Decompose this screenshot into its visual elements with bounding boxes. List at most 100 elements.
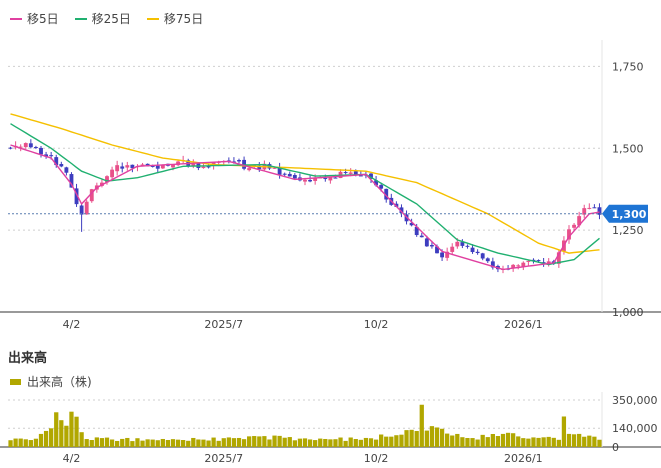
current-price-badge <box>602 204 648 223</box>
candle-body <box>18 146 23 148</box>
candle-body <box>450 246 455 252</box>
volume-bar <box>257 436 262 447</box>
volume-bar <box>23 439 28 447</box>
candle-body <box>490 261 495 268</box>
candle-body <box>343 172 348 174</box>
candle-body <box>237 160 241 162</box>
volume-bar <box>475 439 480 447</box>
candle-body <box>130 164 135 169</box>
candle-body <box>59 164 64 167</box>
volume-bar <box>373 439 379 447</box>
volume-bar <box>404 430 409 447</box>
legend-ma75-label: 移75日 <box>163 12 204 26</box>
volume-bar <box>445 433 450 447</box>
volume-tick-label: 140,000 <box>612 422 658 435</box>
volume-bar <box>566 433 572 447</box>
volume-bar <box>348 437 353 447</box>
volume-bar <box>38 433 44 447</box>
candle-body <box>64 167 69 173</box>
candle-body <box>287 173 292 177</box>
volume-bar <box>115 440 120 447</box>
candle-body <box>409 222 414 226</box>
candle-body <box>49 155 54 157</box>
candle-body <box>115 165 120 172</box>
volume-legend-label: 出来高（株) <box>27 375 92 389</box>
volume-bar <box>546 436 551 447</box>
ma25-line <box>10 123 600 266</box>
volume-bar <box>186 440 191 447</box>
volume-bar <box>358 439 363 447</box>
volume-bar <box>216 440 221 447</box>
volume-bar <box>201 439 206 447</box>
volume-bar <box>556 439 561 447</box>
volume-bar <box>338 437 343 447</box>
volume-bar <box>236 437 242 447</box>
candle-body <box>485 258 490 262</box>
volume-bar <box>165 439 171 447</box>
candle-body <box>125 165 130 168</box>
volume-bar <box>455 433 460 447</box>
volume-x-tick-label: 4/2 <box>63 452 81 465</box>
candle-body <box>424 238 429 247</box>
legend-ma25[interactable]: 移25日 <box>74 10 131 27</box>
volume-bar <box>511 433 516 447</box>
candle-body <box>480 253 485 259</box>
candle-body <box>419 235 424 238</box>
candle-body <box>74 188 79 205</box>
price-tick-label: 1,750 <box>612 60 644 73</box>
candle-body <box>460 242 465 246</box>
volume-bar <box>33 438 39 447</box>
volume-bar <box>181 440 186 447</box>
volume-bar <box>221 438 226 447</box>
candle-body <box>211 162 216 166</box>
candle-body <box>414 226 419 236</box>
volume-bar <box>196 439 201 447</box>
volume-bar <box>54 412 59 447</box>
candle-body <box>89 189 94 202</box>
volume-bar <box>99 438 105 447</box>
candle-body <box>105 176 109 183</box>
candle-body <box>526 260 531 262</box>
volume-bar <box>551 437 556 447</box>
volume-bar <box>69 411 74 447</box>
volume-bar <box>495 436 501 447</box>
volume-legend[interactable]: 出来高（株) <box>10 373 92 390</box>
candle-body <box>597 207 602 215</box>
volume-bar <box>226 437 231 447</box>
volume-bar <box>592 436 597 447</box>
candle-body <box>69 174 74 188</box>
volume-bar <box>160 438 165 447</box>
volume-title: 出来高 <box>8 351 48 366</box>
volume-bar <box>597 439 602 447</box>
volume-bar <box>490 433 495 447</box>
volume-bar <box>353 439 358 447</box>
candle-body <box>79 205 84 215</box>
volume-bar <box>170 439 176 447</box>
legend-ma75[interactable]: 移75日 <box>146 10 204 27</box>
candle-body <box>470 247 475 253</box>
candle-body <box>353 171 358 176</box>
candle-body <box>171 164 175 168</box>
volume-x-tick-label: 2025/7 <box>204 452 243 465</box>
legend-ma5[interactable]: 移5日 <box>10 10 59 27</box>
volume-bar <box>434 427 440 447</box>
volume-bar <box>582 436 587 447</box>
volume-bar <box>104 437 110 447</box>
volume-bar <box>328 439 333 447</box>
volume-bar <box>84 439 89 447</box>
volume-bar <box>389 436 394 447</box>
volume-bar <box>536 437 541 447</box>
volume-bar <box>313 440 318 447</box>
candle-body <box>572 224 577 228</box>
volume-bar <box>343 440 348 447</box>
volume-bar <box>485 437 490 447</box>
volume-bar <box>206 440 211 447</box>
ma25-swatch <box>74 17 87 20</box>
volume-bar <box>252 436 257 447</box>
volume-bar <box>231 438 237 447</box>
ma75-line <box>10 113 600 254</box>
ma-legend: 移5日 移25日 移75日 <box>10 10 203 27</box>
candle-body <box>592 207 597 209</box>
volume-bar <box>297 438 303 447</box>
